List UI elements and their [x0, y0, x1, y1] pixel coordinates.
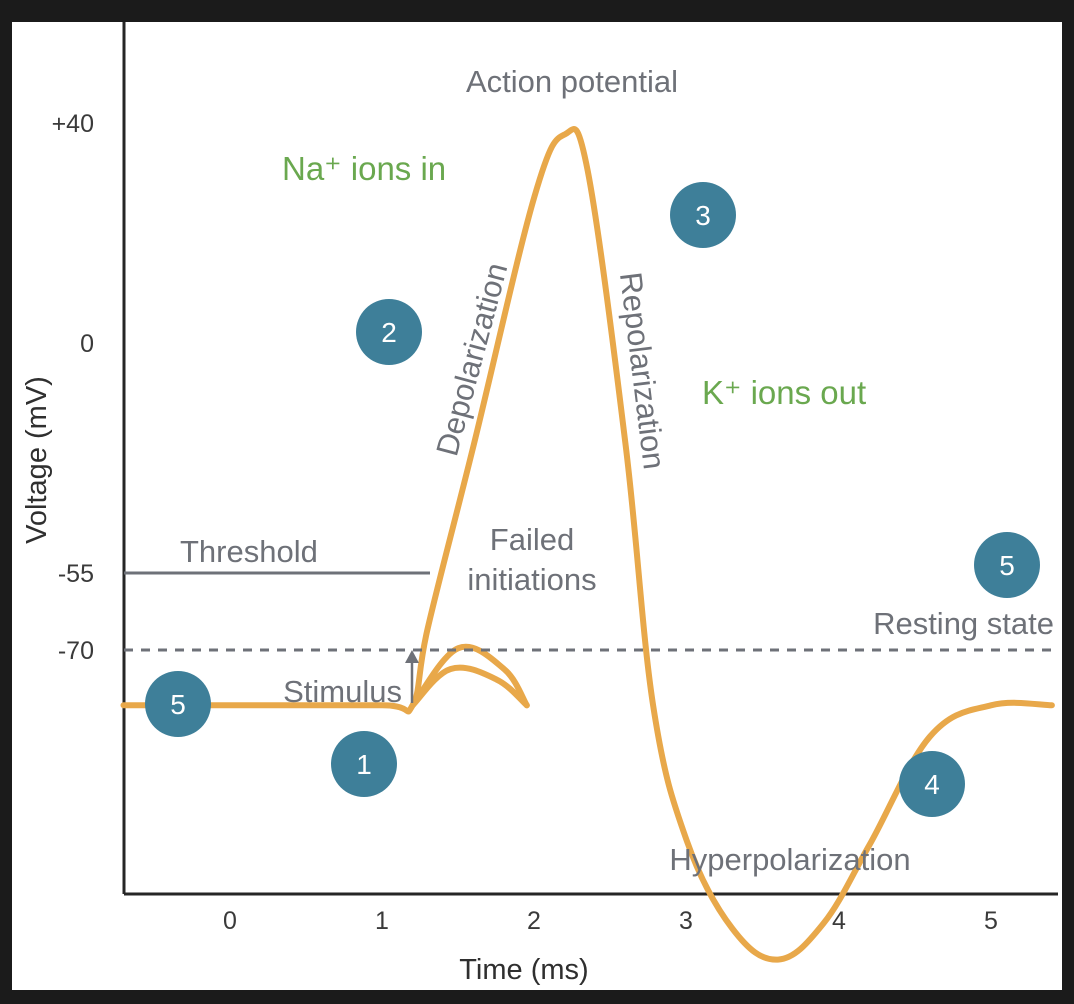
k-ions-label: K⁺ ions out: [702, 374, 866, 411]
failed-initiation-curve-2: [409, 664, 530, 709]
failed-initiations-label-line1: Failed: [490, 522, 574, 557]
failed-initiations-label-line2: initiations: [467, 562, 596, 597]
step-badge-2: 2: [356, 299, 422, 365]
x-tick-label: 4: [832, 907, 846, 935]
diagram-frame: +40 0 -55 -70 0 1 2 3 4 5 Time (ms) Volt…: [12, 22, 1062, 990]
badge-circle: [670, 182, 736, 248]
badge-circle: [356, 299, 422, 365]
hyperpolarization-label: Hyperpolarization: [669, 842, 910, 877]
badge-circle: [899, 751, 965, 817]
threshold-label: Threshold: [180, 534, 318, 569]
step-badge-5-right: 5: [974, 532, 1040, 598]
step-badge-3: 3: [670, 182, 736, 248]
y-tick-label: -70: [58, 637, 94, 665]
y-axis-title: Voltage (mV): [21, 376, 53, 544]
step-badge-4: 4: [899, 751, 965, 817]
badge-number: 5: [999, 550, 1015, 581]
stimulus-arrow-head: [405, 650, 419, 663]
x-tick-label: 5: [984, 907, 998, 935]
action-potential-curve: [120, 126, 1055, 963]
y-tick-label: 0: [80, 330, 94, 358]
badge-number: 1: [356, 749, 372, 780]
x-tick-label: 1: [375, 907, 389, 935]
resting-state-label: Resting state: [873, 606, 1054, 641]
x-axis-title: Time (ms): [459, 954, 588, 986]
x-tick-label: 3: [679, 907, 693, 935]
badge-number: 5: [170, 689, 186, 720]
y-tick-label: +40: [52, 110, 94, 138]
action-potential-chart: +40 0 -55 -70 0 1 2 3 4 5 Time (ms) Volt…: [21, 22, 1058, 986]
failed-initiation-curve-1: [409, 643, 530, 709]
badge-circle: [145, 671, 211, 737]
na-ions-label: Na⁺ ions in: [282, 150, 446, 187]
stimulus-label: Stimulus: [283, 674, 402, 709]
y-tick-label: -55: [58, 560, 94, 588]
curve-group: [120, 126, 1055, 963]
chart-title: Action potential: [466, 64, 678, 99]
step-badge-1: 1: [331, 731, 397, 797]
badge-number: 3: [695, 200, 711, 231]
x-tick-label: 2: [527, 907, 541, 935]
badge-circle: [331, 731, 397, 797]
x-tick-label: 0: [223, 907, 237, 935]
depolarization-label: Depolarization: [429, 259, 514, 459]
step-badge-5-left: 5: [145, 671, 211, 737]
badge-circle: [974, 532, 1040, 598]
badge-number: 2: [381, 317, 397, 348]
badge-number: 4: [924, 769, 940, 800]
repolarization-label: Repolarization: [613, 270, 672, 471]
